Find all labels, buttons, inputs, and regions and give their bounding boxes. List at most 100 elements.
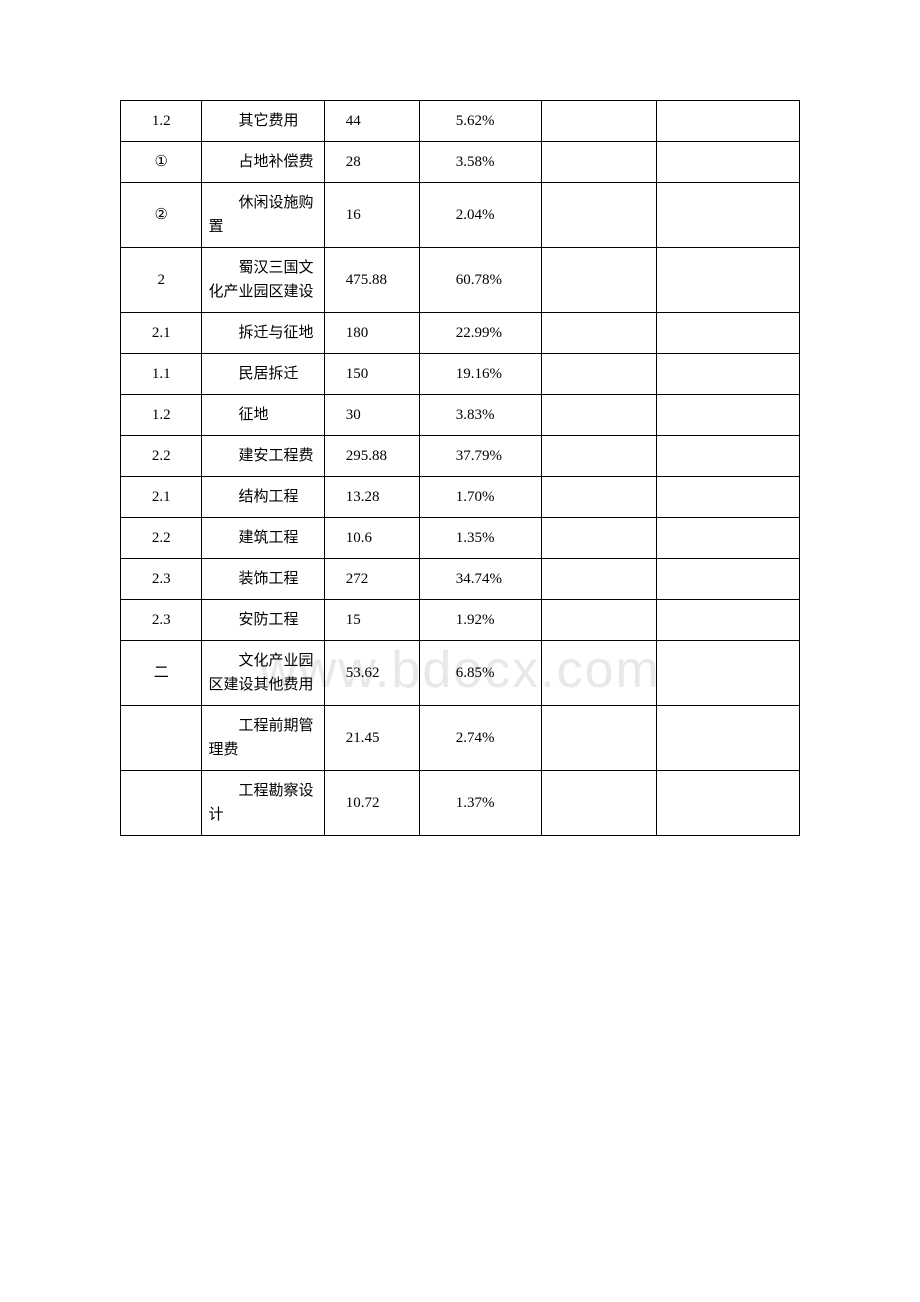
row-empty1: [541, 477, 656, 518]
row-number: 2.3: [121, 559, 202, 600]
row-number: ①: [121, 142, 202, 183]
table-row: 2.2 建筑工程 10.6 1.35%: [121, 518, 800, 559]
row-empty2: [657, 771, 800, 836]
row-number: ②: [121, 183, 202, 248]
row-value: 180: [324, 313, 419, 354]
row-empty1: [541, 354, 656, 395]
row-value: 272: [324, 559, 419, 600]
table-row: 1.2 其它费用 44 5.62%: [121, 101, 800, 142]
row-number: 二: [121, 641, 202, 706]
row-value: 295.88: [324, 436, 419, 477]
row-value: 21.45: [324, 706, 419, 771]
row-number: [121, 706, 202, 771]
row-name: 拆迁与征地: [202, 313, 324, 354]
row-percent: 2.04%: [419, 183, 541, 248]
row-empty2: [657, 395, 800, 436]
row-name: 工程勘察设计: [202, 771, 324, 836]
row-number: 2.2: [121, 436, 202, 477]
row-empty2: [657, 518, 800, 559]
table-row: 2.3 安防工程 15 1.92%: [121, 600, 800, 641]
row-empty2: [657, 248, 800, 313]
row-value: 44: [324, 101, 419, 142]
row-number: 2: [121, 248, 202, 313]
row-empty2: [657, 706, 800, 771]
row-percent: 3.83%: [419, 395, 541, 436]
row-percent: 1.37%: [419, 771, 541, 836]
table-body: 1.2 其它费用 44 5.62% ① 占地补偿费 28 3.58% ② 休闲设…: [121, 101, 800, 836]
row-number: 1.2: [121, 101, 202, 142]
row-empty1: [541, 436, 656, 477]
table-row: 二 文化产业园区建设其他费用 53.62 6.85%: [121, 641, 800, 706]
row-name: 工程前期管理费: [202, 706, 324, 771]
table-row: 1.1 民居拆迁 150 19.16%: [121, 354, 800, 395]
row-name: 安防工程: [202, 600, 324, 641]
table-row: 2 蜀汉三国文化产业园区建设 475.88 60.78%: [121, 248, 800, 313]
row-empty1: [541, 771, 656, 836]
row-name: 占地补偿费: [202, 142, 324, 183]
row-empty2: [657, 183, 800, 248]
row-empty2: [657, 101, 800, 142]
row-name: 建筑工程: [202, 518, 324, 559]
row-name: 其它费用: [202, 101, 324, 142]
row-number: 2.1: [121, 477, 202, 518]
row-value: 30: [324, 395, 419, 436]
row-percent: 2.74%: [419, 706, 541, 771]
table-row: 2.1 结构工程 13.28 1.70%: [121, 477, 800, 518]
row-percent: 3.58%: [419, 142, 541, 183]
table-row: 2.3 装饰工程 272 34.74%: [121, 559, 800, 600]
row-name: 建安工程费: [202, 436, 324, 477]
table-row: 工程前期管理费 21.45 2.74%: [121, 706, 800, 771]
row-empty1: [541, 248, 656, 313]
row-empty1: [541, 313, 656, 354]
row-empty1: [541, 518, 656, 559]
table-row: 2.1 拆迁与征地 180 22.99%: [121, 313, 800, 354]
row-value: 10.6: [324, 518, 419, 559]
row-value: 53.62: [324, 641, 419, 706]
row-number: 2.1: [121, 313, 202, 354]
row-percent: 22.99%: [419, 313, 541, 354]
row-empty2: [657, 354, 800, 395]
row-value: 150: [324, 354, 419, 395]
row-percent: 60.78%: [419, 248, 541, 313]
cost-breakdown-table: 1.2 其它费用 44 5.62% ① 占地补偿费 28 3.58% ② 休闲设…: [120, 100, 800, 836]
row-percent: 37.79%: [419, 436, 541, 477]
row-empty2: [657, 600, 800, 641]
table-row: ① 占地补偿费 28 3.58%: [121, 142, 800, 183]
row-empty1: [541, 559, 656, 600]
row-percent: 1.35%: [419, 518, 541, 559]
row-percent: 34.74%: [419, 559, 541, 600]
row-number: 2.2: [121, 518, 202, 559]
table-row: ② 休闲设施购置 16 2.04%: [121, 183, 800, 248]
row-number: 1.2: [121, 395, 202, 436]
row-empty1: [541, 600, 656, 641]
row-empty1: [541, 142, 656, 183]
row-name: 结构工程: [202, 477, 324, 518]
row-empty2: [657, 477, 800, 518]
row-empty1: [541, 101, 656, 142]
row-empty2: [657, 436, 800, 477]
row-empty2: [657, 559, 800, 600]
row-empty2: [657, 142, 800, 183]
table-row: 2.2 建安工程费 295.88 37.79%: [121, 436, 800, 477]
row-empty2: [657, 313, 800, 354]
row-value: 10.72: [324, 771, 419, 836]
row-value: 15: [324, 600, 419, 641]
row-value: 28: [324, 142, 419, 183]
table-row: 工程勘察设计 10.72 1.37%: [121, 771, 800, 836]
row-empty1: [541, 641, 656, 706]
cost-table-container: 1.2 其它费用 44 5.62% ① 占地补偿费 28 3.58% ② 休闲设…: [120, 100, 800, 836]
row-empty1: [541, 183, 656, 248]
row-name: 征地: [202, 395, 324, 436]
row-percent: 5.62%: [419, 101, 541, 142]
table-row: 1.2 征地 30 3.83%: [121, 395, 800, 436]
row-value: 16: [324, 183, 419, 248]
row-empty1: [541, 706, 656, 771]
row-number: 2.3: [121, 600, 202, 641]
row-number: [121, 771, 202, 836]
row-name: 装饰工程: [202, 559, 324, 600]
row-value: 13.28: [324, 477, 419, 518]
row-name: 休闲设施购置: [202, 183, 324, 248]
row-empty2: [657, 641, 800, 706]
row-number: 1.1: [121, 354, 202, 395]
row-percent: 1.70%: [419, 477, 541, 518]
